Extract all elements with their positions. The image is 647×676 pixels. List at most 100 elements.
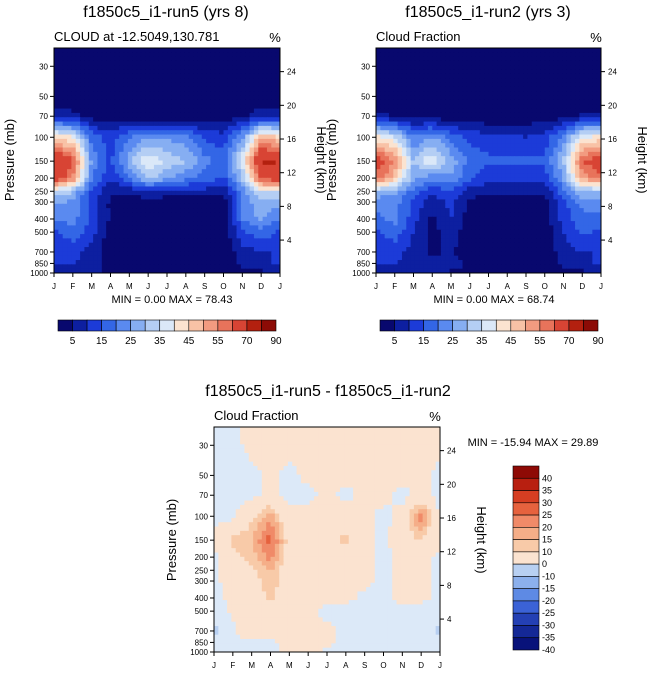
contour-cell bbox=[410, 164, 416, 170]
contour-cell bbox=[153, 208, 159, 213]
contour-cell bbox=[505, 208, 511, 213]
contour-cell bbox=[119, 221, 125, 226]
contour-cell bbox=[275, 65, 281, 71]
contour-cell bbox=[88, 143, 94, 149]
contour-cell bbox=[540, 195, 546, 200]
contour-cell bbox=[193, 242, 198, 248]
contour-cell bbox=[180, 138, 185, 144]
contour-cell bbox=[596, 199, 602, 205]
contour-cell bbox=[544, 78, 550, 84]
contour-cell bbox=[188, 164, 194, 170]
contour-cell bbox=[531, 164, 537, 170]
contour-cell bbox=[158, 234, 164, 239]
contour-cell bbox=[223, 121, 229, 127]
panel1-units: % bbox=[269, 30, 281, 45]
contour-cell bbox=[201, 104, 207, 110]
contour-cell bbox=[466, 216, 472, 222]
contour-cell bbox=[80, 65, 85, 71]
contour-cell bbox=[136, 117, 142, 123]
contour-cell bbox=[210, 130, 216, 136]
contour-cell bbox=[180, 216, 185, 222]
contour-cell bbox=[132, 82, 138, 88]
contour-cell bbox=[536, 104, 541, 110]
contour-cell bbox=[219, 260, 224, 265]
contour-cell bbox=[471, 99, 477, 105]
contour-cell bbox=[540, 203, 546, 209]
contour-cell bbox=[71, 190, 77, 196]
contour-cell bbox=[570, 173, 576, 179]
contour-cell bbox=[588, 78, 593, 84]
contour-cell bbox=[114, 117, 120, 123]
contour-cell bbox=[97, 242, 103, 248]
contour-cell bbox=[384, 117, 390, 123]
contour-cell bbox=[401, 225, 407, 231]
contour-cell bbox=[110, 268, 116, 274]
contour-cell bbox=[471, 65, 477, 71]
contour-cell bbox=[184, 160, 190, 166]
contour-cell bbox=[232, 221, 238, 226]
contour-cell bbox=[449, 91, 455, 97]
contour-cell bbox=[384, 143, 390, 149]
contour-cell bbox=[518, 186, 524, 192]
contour-cell bbox=[171, 208, 177, 213]
contour-cell bbox=[376, 73, 381, 79]
contour-cell bbox=[119, 95, 125, 101]
contour-cell bbox=[188, 95, 194, 101]
contour-cell bbox=[93, 255, 98, 261]
contour-cell bbox=[184, 134, 190, 140]
contour-cell bbox=[266, 255, 272, 261]
contour-cell bbox=[149, 160, 155, 166]
contour-cell bbox=[58, 212, 64, 218]
contour-cell bbox=[566, 108, 572, 114]
contour-cell bbox=[145, 212, 151, 218]
contour-cell bbox=[575, 91, 580, 97]
contour-cell bbox=[414, 86, 420, 92]
contour-cell bbox=[110, 48, 116, 53]
contour-cell bbox=[440, 212, 446, 218]
contour-cell bbox=[214, 190, 220, 196]
contour-cell bbox=[423, 186, 429, 192]
contour-cell bbox=[440, 104, 446, 110]
contour-cell bbox=[88, 112, 94, 118]
contour-cell bbox=[236, 151, 242, 157]
contour-cell bbox=[140, 99, 146, 105]
contour-cell bbox=[540, 112, 546, 118]
contour-cell bbox=[210, 195, 216, 200]
contour-cell bbox=[583, 147, 589, 153]
contour-cell bbox=[167, 73, 172, 79]
contour-cell bbox=[531, 134, 537, 140]
contour-cell bbox=[119, 238, 125, 244]
contour-cell bbox=[401, 151, 407, 157]
contour-cell bbox=[488, 78, 494, 84]
contour-cell bbox=[397, 164, 403, 170]
contour-cell bbox=[240, 203, 246, 209]
contour-cell bbox=[197, 73, 203, 79]
contour-cell bbox=[544, 112, 550, 118]
contour-cell bbox=[393, 78, 399, 84]
contour-cell bbox=[123, 73, 129, 79]
contour-cell bbox=[110, 56, 116, 62]
contour-cell bbox=[401, 52, 407, 58]
contour-cell bbox=[397, 151, 403, 157]
contour-cell bbox=[162, 143, 168, 149]
contour-cell bbox=[71, 112, 77, 118]
contour-cell bbox=[223, 99, 229, 105]
contour-cell bbox=[458, 186, 464, 192]
contour-cell bbox=[518, 82, 524, 88]
contour-cell bbox=[97, 260, 103, 265]
contour-cell bbox=[184, 91, 190, 97]
contour-cell bbox=[101, 56, 107, 62]
contour-cell bbox=[123, 247, 129, 252]
contour-cell bbox=[380, 73, 386, 79]
contour-cell bbox=[458, 216, 464, 222]
contour-cell bbox=[453, 108, 459, 114]
contour-cell bbox=[184, 52, 190, 58]
contour-cell bbox=[462, 186, 468, 192]
contour-cell bbox=[84, 190, 90, 196]
contour-cell bbox=[93, 169, 98, 174]
contour-cell bbox=[410, 190, 416, 196]
contour-cell bbox=[497, 156, 502, 161]
contour-cell bbox=[380, 156, 386, 161]
contour-cell bbox=[214, 151, 220, 157]
contour-cell bbox=[414, 216, 420, 222]
